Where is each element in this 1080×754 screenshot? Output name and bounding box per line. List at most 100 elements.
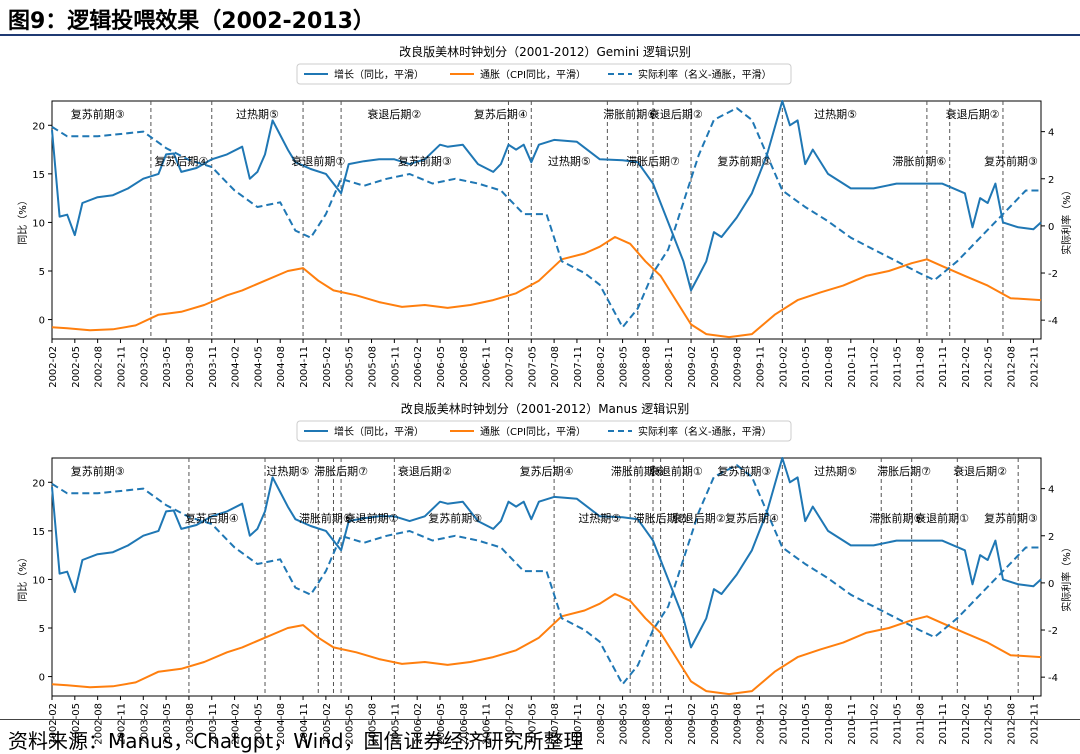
right-tick-label: 0 — [1048, 579, 1054, 590]
x-tick-label: 2009-05 — [710, 703, 721, 745]
x-tick-label: 2012-08 — [1007, 346, 1018, 388]
real-rate-line — [51, 107, 1041, 329]
phase-label: 衰退后期② — [649, 107, 703, 121]
phase-label: 过热期⑤ — [548, 155, 591, 168]
phase-label: 复苏后期④ — [520, 464, 574, 478]
legend-label-2: 实际利率（名义-通胀，平滑） — [638, 68, 772, 81]
x-tick-label: 2002-11 — [116, 703, 127, 745]
legend-label-0: 增长（同比，平滑） — [334, 425, 424, 438]
x-tick-label: 2007-08 — [550, 703, 561, 745]
x-tick-label: 2008-08 — [641, 346, 652, 388]
phase-label: 复苏前期③ — [428, 511, 482, 525]
x-tick-label: 2006-05 — [436, 703, 447, 745]
x-tick-label: 2011-08 — [915, 703, 926, 745]
x-tick-label: 2004-02 — [231, 703, 242, 745]
x-tick-label: 2012-02 — [961, 703, 972, 745]
left-tick-label: 20 — [32, 121, 45, 132]
phase-label: 复苏后期④ — [725, 511, 779, 525]
x-tick-label: 2010-11 — [847, 346, 858, 388]
x-tick-label: 2008-02 — [596, 703, 607, 745]
x-tick-label: 2003-08 — [185, 346, 196, 388]
left-tick-label: 5 — [39, 624, 45, 635]
x-tick-label: 2011-05 — [892, 346, 903, 388]
phase-label: 滞胀前期⑥ — [299, 511, 353, 525]
phase-label: 滞胀前期⑥ — [611, 464, 665, 478]
x-tick-label: 2003-05 — [162, 703, 173, 745]
plot-frame — [51, 100, 1042, 340]
x-tick-label: 2011-02 — [870, 346, 881, 388]
x-tick-label: 2003-11 — [208, 703, 219, 745]
phase-label: 衰退后期② — [672, 511, 726, 525]
x-tick-label: 2012-05 — [984, 703, 995, 745]
x-tick-label: 2003-02 — [139, 346, 150, 388]
x-tick-label: 2004-08 — [276, 346, 287, 388]
x-tick-label: 2008-08 — [641, 703, 652, 745]
x-tick-label: 2008-11 — [664, 346, 675, 388]
x-tick-label: 2005-11 — [390, 346, 401, 388]
x-tick-label: 2010-11 — [847, 703, 858, 745]
right-tick-label: 0 — [1048, 222, 1054, 233]
x-tick-label: 2006-08 — [459, 346, 470, 388]
x-tick-label: 2008-05 — [619, 703, 630, 745]
left-axis-label: 同比（%） — [17, 552, 29, 602]
legend-label-1: 通胀（CPI同比，平滑） — [480, 69, 586, 81]
cpi-line — [51, 236, 1042, 339]
phase-label: 复苏前期③ — [984, 154, 1038, 168]
phase-label: 衰退前期① — [345, 511, 399, 525]
x-tick-label: 2009-11 — [756, 346, 767, 388]
x-tick-label: 2006-05 — [436, 346, 447, 388]
phase-label: 滞胀后期⑦ — [626, 155, 680, 168]
x-tick-label: 2005-02 — [322, 346, 333, 388]
phase-label: 衰退后期② — [946, 107, 1000, 121]
phase-label: 复苏后期④ — [154, 154, 208, 168]
right-tick-label: 2 — [1048, 532, 1054, 543]
x-tick-label: 2002-11 — [116, 346, 127, 388]
phase-label: 衰退后期② — [367, 107, 421, 121]
left-tick-label: 20 — [32, 478, 45, 489]
phase-label: 复苏后期④ — [185, 511, 239, 525]
phase-label: 复苏前期③ — [71, 107, 125, 121]
phase-label: 过热期⑤ — [236, 108, 279, 121]
x-tick-label: 2011-02 — [870, 703, 881, 745]
title-rule — [0, 34, 1080, 36]
phase-label: 衰退前期① — [649, 464, 703, 478]
growth-line — [51, 457, 1042, 649]
right-tick-label: -2 — [1048, 269, 1058, 280]
x-tick-label: 2003-08 — [185, 703, 196, 745]
x-tick-label: 2011-11 — [938, 346, 949, 388]
right-tick-label: -4 — [1048, 316, 1058, 327]
x-tick-label: 2012-05 — [984, 346, 995, 388]
x-tick-label: 2011-11 — [938, 703, 949, 745]
phase-label: 复苏前期③ — [398, 154, 452, 168]
x-tick-label: 2005-05 — [345, 346, 356, 388]
legend-label-1: 通胀（CPI同比，平滑） — [480, 426, 586, 438]
chart-title: 改良版美林时钟划分（2001-2012）Manus 逻辑识别 — [401, 401, 689, 416]
x-tick-label: 2002-05 — [71, 703, 82, 745]
right-axis-label: 实际利率（%） — [1060, 185, 1073, 255]
x-tick-label: 2010-02 — [778, 703, 789, 745]
x-tick-label: 2004-11 — [299, 703, 310, 745]
source-note: 资料来源：Manus，Chatgpt，Wind，国信证券经济研究所整理 — [8, 729, 584, 753]
x-tick-label: 2005-08 — [368, 346, 379, 388]
x-tick-label: 2010-05 — [801, 703, 812, 745]
x-tick-label: 2002-08 — [94, 346, 105, 388]
x-tick-label: 2011-08 — [915, 346, 926, 388]
x-tick-label: 2004-08 — [276, 703, 287, 745]
phase-label: 复苏前期③ — [717, 154, 771, 168]
x-tick-label: 2002-02 — [48, 703, 59, 745]
phase-label: 滞胀后期⑦ — [634, 512, 688, 525]
x-tick-label: 2003-02 — [139, 703, 150, 745]
x-tick-label: 2009-02 — [687, 703, 698, 745]
x-tick-label: 2012-11 — [1029, 346, 1040, 388]
gemini-chart: 改良版美林时钟划分（2001-2012）Gemini 逻辑识别增长（同比，平滑）… — [17, 44, 1073, 388]
phase-label: 滞胀后期⑦ — [877, 465, 931, 478]
left-tick-label: 15 — [32, 170, 45, 181]
phase-label: 复苏前期③ — [717, 464, 771, 478]
phase-label: 衰退前期① — [291, 154, 345, 168]
x-tick-label: 2008-05 — [619, 346, 630, 388]
right-axis-label: 实际利率（%） — [1060, 542, 1073, 612]
phase-label: 复苏前期③ — [984, 511, 1038, 525]
x-tick-label: 2005-11 — [390, 703, 401, 745]
left-tick-label: 10 — [32, 575, 45, 586]
x-tick-label: 2010-08 — [824, 346, 835, 388]
